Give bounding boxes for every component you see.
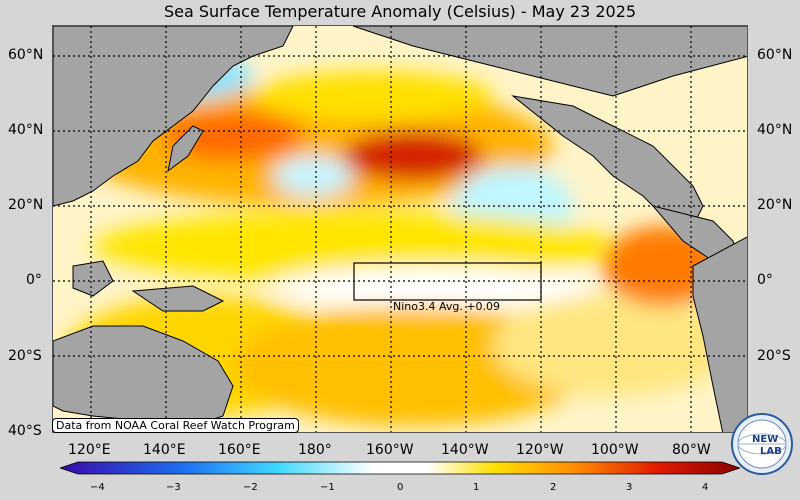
lat-label-left-20n: 20°N: [8, 197, 44, 213]
sst-anomaly-map: [52, 25, 748, 433]
data-credit: Data from NOAA Coral Reef Watch Program: [52, 418, 299, 433]
land-masses: [53, 26, 747, 432]
lat-label-left-60n: 60°N: [8, 47, 44, 63]
graticule: [53, 26, 747, 432]
australia-landmass: [53, 325, 234, 427]
south-america-landmass: [692, 236, 747, 432]
lat-label-right-40n: 40°N: [757, 122, 793, 138]
colorbar-tick-0: 0: [397, 482, 404, 493]
colorbar-tick-2: 2: [550, 482, 557, 493]
lon-label-180: 180°: [298, 442, 332, 458]
colorbar-tick-m4: −4: [90, 482, 105, 493]
colorbar-tick-m2: −2: [243, 482, 258, 493]
lat-label-left-20s: 20°S: [8, 348, 42, 364]
lat-label-right-20n: 20°N: [757, 197, 793, 213]
alaska-landmass: [352, 26, 747, 97]
colorbar-gradient: [60, 461, 740, 475]
lat-label-right-60n: 60°N: [757, 47, 793, 63]
lat-label-right-20s: 20°S: [757, 348, 791, 364]
map-canvas: [53, 26, 747, 432]
lon-label-140e: 140°E: [143, 442, 186, 458]
logo-text-bottom: LAB: [760, 446, 782, 457]
logo-text-top: NEW: [752, 434, 778, 445]
colorbar-tick-4: 4: [702, 482, 709, 493]
lat-label-left-40n: 40°N: [8, 122, 44, 138]
nino34-box: [353, 262, 542, 301]
asia-landmass: [53, 26, 294, 207]
lon-label-160w: 160°W: [366, 442, 414, 458]
colorbar-tick-m3: −3: [166, 482, 181, 493]
colorbar: [60, 461, 740, 475]
lon-label-120e: 120°E: [68, 442, 111, 458]
colorbar-tick-1: 1: [473, 482, 480, 493]
lat-label-left-0: 0°: [26, 272, 42, 288]
north-america-landmass: [511, 95, 704, 227]
borneo-island: [72, 260, 114, 297]
colorbar-tick-m1: −1: [320, 482, 335, 493]
map-title: Sea Surface Temperature Anomaly (Celsius…: [163, 2, 637, 21]
lon-label-120w: 120°W: [516, 442, 564, 458]
lat-label-right-0: 0°: [757, 272, 773, 288]
lat-label-left-40s: 40°S: [8, 423, 42, 439]
lab-logo: NEW LAB: [731, 413, 793, 475]
colorbar-tick-3: 3: [626, 482, 633, 493]
nino34-label: Nino3.4 Avg. +0.09: [393, 300, 501, 313]
japan-island: [167, 125, 204, 173]
new-guinea-island: [131, 285, 225, 312]
lon-label-160e: 160°E: [218, 442, 261, 458]
lon-label-140w: 140°W: [441, 442, 489, 458]
lon-label-100w: 100°W: [591, 442, 639, 458]
lon-label-80w: 80°W: [672, 442, 711, 458]
